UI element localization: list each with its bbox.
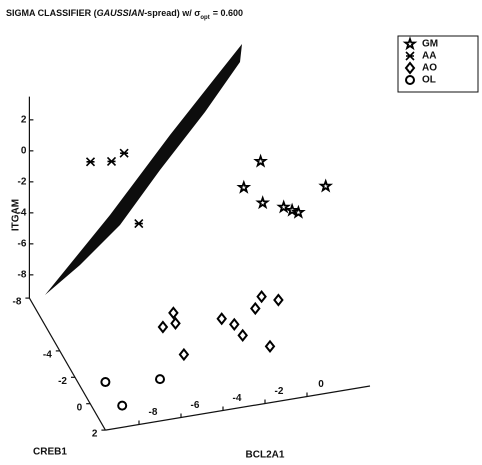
point: [256, 289, 267, 304]
point: [117, 400, 128, 411]
point: [170, 316, 181, 330]
point: [216, 312, 227, 326]
title-subscript: opt: [200, 15, 209, 21]
point: [134, 218, 144, 229]
legend-marker: [402, 36, 418, 51]
point: [318, 178, 334, 193]
x-tick-label: -6: [191, 400, 200, 411]
z-tick-label: 0: [21, 145, 27, 156]
legend-marker: [405, 51, 415, 61]
y-tick-label: -4: [43, 350, 52, 361]
point: [119, 148, 129, 158]
point: [276, 199, 292, 214]
legend-label: AO: [422, 63, 437, 74]
point: [273, 293, 284, 307]
point: [253, 153, 268, 168]
title-part: -spread) w/ σ: [144, 8, 200, 18]
point: [155, 374, 165, 385]
z-tick-label: -4: [17, 207, 26, 218]
chart-title: SIGMA CLASSIFIER (GAUSSIAN-spread) w/ σo…: [6, 8, 243, 20]
y-axis-label: CREB1: [33, 447, 67, 458]
point: [157, 320, 169, 334]
z-axis-label: ITGAM: [11, 199, 22, 231]
legend-label: OL: [422, 75, 436, 86]
point: [106, 156, 117, 167]
point: [168, 306, 179, 320]
legend-label: GM: [422, 39, 438, 50]
point: [284, 202, 300, 217]
legend-marker: [404, 61, 416, 75]
point: [100, 377, 111, 388]
point: [178, 347, 190, 362]
y-tick-label: 0: [77, 402, 83, 413]
z-tick-label: -6: [17, 238, 26, 249]
y-tick-label: 2: [92, 429, 98, 440]
point: [237, 328, 248, 343]
point: [236, 179, 252, 194]
point: [264, 339, 276, 353]
title-part: GAUSSIAN: [97, 8, 145, 18]
x-axis-label: BCL2A1: [246, 450, 285, 461]
point: [255, 195, 271, 210]
point: [229, 317, 240, 332]
x-tick-label: -8: [149, 407, 158, 418]
legend-marker: [405, 75, 415, 85]
x-tick-label: -2: [275, 386, 284, 397]
x-tick-label: -4: [233, 393, 242, 404]
legend-label: AA: [422, 51, 436, 62]
title-part: SIGMA CLASSIFIER (: [6, 8, 97, 18]
z-tick-label: 2: [21, 114, 27, 125]
x-axis: [105, 385, 371, 431]
point: [250, 301, 261, 316]
point: [85, 157, 96, 167]
y-tick-label: -2: [58, 376, 67, 387]
z-tick-label: -2: [17, 176, 26, 187]
x-tick-label: 0: [318, 379, 324, 390]
y-axis: [28, 297, 106, 431]
classifier-surface: [45, 44, 242, 295]
z-tick-label: -8: [17, 269, 26, 280]
title-part: = 0.600: [213, 8, 243, 18]
y-tick-label: -8: [12, 297, 21, 308]
point: [291, 204, 306, 219]
